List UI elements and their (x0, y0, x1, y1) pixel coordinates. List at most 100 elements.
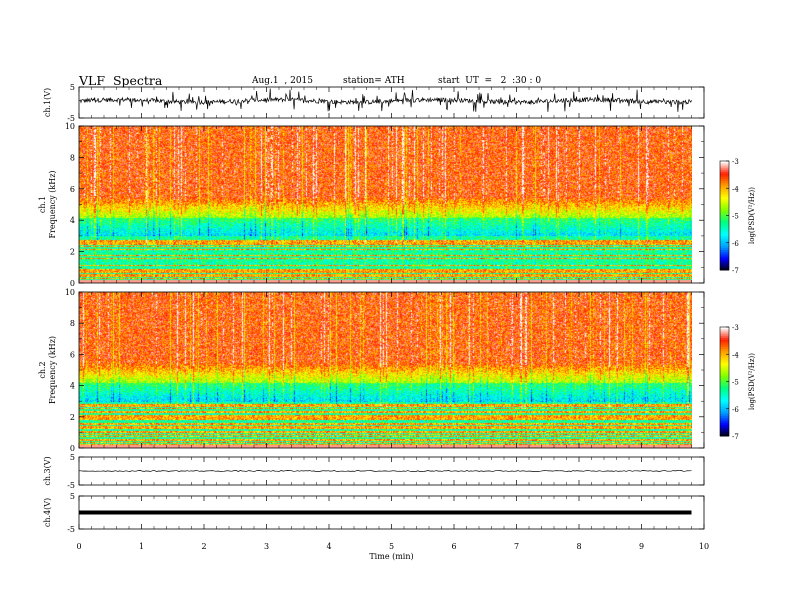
colorbar-cell (720, 423, 729, 426)
colorbar-cell (720, 199, 729, 202)
colorbar-cell (720, 244, 729, 247)
colorbar-cell (720, 370, 729, 373)
colorbar-cell (720, 182, 729, 186)
y-tick-label: 8 (70, 153, 75, 162)
colorbar-cell (720, 175, 729, 178)
colorbar-cell (720, 179, 729, 182)
colorbar-cell (720, 231, 729, 235)
colorbar-cell (720, 173, 729, 177)
colorbar-cell (720, 366, 729, 370)
x-tick-label: 0 (76, 542, 81, 551)
colorbar-cell (720, 206, 729, 209)
y-tick-label: 6 (70, 350, 75, 359)
colorbar-cell (720, 211, 729, 215)
y-tick-label: 2 (70, 413, 75, 422)
colorbar-cell (720, 208, 729, 211)
colorbar-cell (720, 412, 729, 415)
y-axis-label: ch.2 (38, 361, 47, 378)
y-tick-label: 5 (70, 83, 75, 92)
y-tick-label: 0 (70, 279, 75, 288)
colorbar-cell (720, 166, 729, 169)
x-tick-label: 7 (514, 542, 519, 551)
colorbar-cell (720, 372, 729, 375)
colorbar-cell (720, 264, 729, 267)
colorbar-cell (720, 417, 729, 421)
colorbar-cell (720, 233, 729, 236)
x-tick-label: 6 (451, 542, 456, 551)
x-tick-label: 2 (201, 542, 206, 551)
colorbar-cell (720, 392, 729, 395)
panels-layer: 5 -5 ch.1(V) -3 -4 -5 -6 -7 log(PSD(V²/Hz)) 0 2 4 6 8… (38, 83, 756, 561)
ch1-trace (79, 88, 692, 112)
colorbar-ch2: -3 -4 -5 -6 -7 log(PSD(V²/Hz)) (719, 324, 756, 441)
panel-ch3-waveform: 5 -5 ch.3(V) (43, 453, 705, 490)
panel-ch1-waveform: 5 -5 ch.1(V) (43, 83, 705, 123)
panel-ch2-spectrogram: -3 -4 -5 -6 -7 log(PSD(V²/Hz)) 0 2 4 6 8 10 ch.2 Freq… (38, 288, 756, 453)
colorbar-cell (720, 213, 729, 216)
colorbar-cell (720, 253, 729, 256)
colorbar-cell (720, 406, 729, 410)
colorbar-cell (720, 219, 729, 222)
colorbar-cell (720, 257, 729, 260)
colorbar-cell (720, 215, 729, 218)
colorbar-tick-label: -3 (732, 324, 739, 332)
colorbar-cell (720, 164, 729, 167)
colorbar-cell (720, 434, 729, 437)
colorbar-cell (720, 394, 729, 397)
colorbar-cell (720, 259, 729, 262)
y-tick-label: -5 (67, 481, 75, 490)
station-label: station= ATH (343, 76, 405, 86)
colorbar-cell (720, 226, 729, 229)
colorbar-cell (720, 161, 729, 164)
colorbar-cell (720, 350, 729, 353)
colorbar-cell (720, 162, 729, 166)
colorbar-cell (720, 228, 729, 231)
y-tick-label: 6 (70, 185, 75, 194)
colorbar-ch1: -3 -4 -5 -6 -7 log(PSD(V²/Hz)) (719, 158, 756, 275)
ch3-trace (79, 470, 692, 472)
colorbar-cell (720, 426, 729, 430)
colorbar-cell (720, 343, 729, 346)
colorbar-cell (720, 339, 729, 343)
y-tick-label: 10 (65, 122, 75, 131)
colorbar-cell (720, 410, 729, 413)
colorbar-cell (720, 376, 729, 379)
colorbar-cell (720, 348, 729, 352)
colorbar-cell (720, 200, 729, 204)
x-tick-label: 10 (699, 542, 709, 551)
colorbar-cell (720, 191, 729, 195)
colorbar-cell (720, 186, 729, 189)
colorbar-cell (720, 425, 729, 428)
start-time-label: start UT = 2 :30 : 0 (438, 76, 542, 86)
colorbar-cell (720, 222, 729, 226)
x-tick-label: 1 (139, 542, 144, 551)
colorbar-tick-label: -7 (732, 267, 739, 275)
y-axis-label: ch.4(V) (43, 498, 52, 527)
y-tick-label: 4 (70, 382, 75, 391)
colorbar-cell (720, 383, 729, 386)
y-tick-label: 4 (70, 216, 75, 225)
colorbar-cell (720, 390, 729, 393)
colorbar-cell (720, 242, 729, 246)
colorbar-tick-label: -3 (732, 158, 739, 166)
colorbar-cell (720, 361, 729, 364)
colorbar-cell (720, 210, 729, 213)
colorbar-cell (720, 330, 729, 333)
colorbar-cell (720, 374, 729, 377)
colorbar-cell (720, 336, 729, 339)
panel-ch1-spectrogram: -3 -4 -5 -6 -7 log(PSD(V²/Hz)) 0 2 4 6 8 10 ch.1 Freq… (38, 122, 756, 288)
y-tick-label: 5 (70, 453, 75, 462)
y-tick-label: 10 (65, 288, 75, 297)
colorbar-cell (720, 408, 729, 412)
colorbar-cell (720, 170, 729, 173)
colorbar-cell (720, 184, 729, 187)
colorbar-cell (720, 416, 729, 419)
y-axis-label: ch.1 (38, 196, 47, 213)
colorbar-cell (720, 204, 729, 207)
plot-title: VLF Spectra (79, 73, 163, 88)
colorbar-cell (720, 190, 729, 193)
colorbar-tick-label: -5 (732, 213, 739, 221)
colorbar-cell (720, 365, 729, 368)
colorbar-cell (720, 396, 729, 399)
